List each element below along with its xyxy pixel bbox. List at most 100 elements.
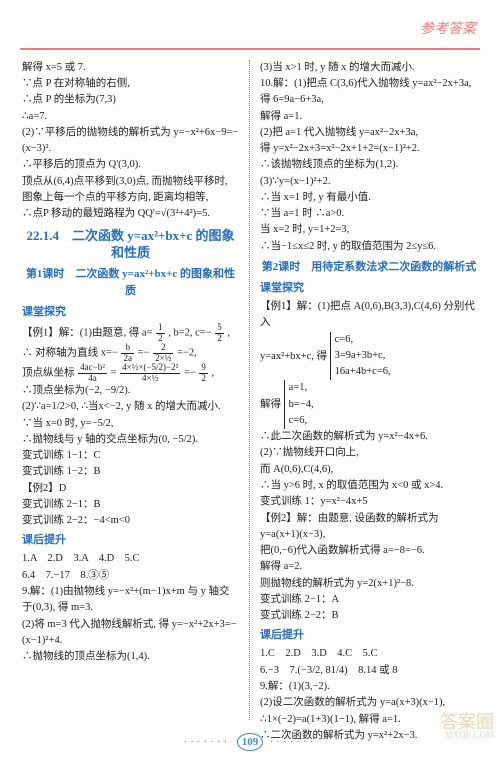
text: 1.C 2.D 3.D 4.C 5.C — [260, 646, 478, 662]
text: 变式训练 1−1：C — [22, 448, 239, 464]
text: (2)把 a=1 代入抛物线 y=ax²−2x+3a, — [260, 125, 478, 141]
denom: 4a — [78, 374, 107, 383]
text: 解得 a=1, b=−4, c=6, — [260, 380, 478, 429]
brace: c=6, 3=9a+3b+c, 16a+4b+c=6, — [330, 332, 391, 381]
text: 【例2】解：由题意, 设函数的解析式为 y=a(x+1)(x−3), — [260, 511, 478, 544]
page: 参考答案 解得 x=5 或 7. ∵点 P 在对称轴的右侧, ∴点 P 的坐标为… — [0, 0, 500, 758]
text: 【例2】D — [22, 481, 239, 497]
text: ∵点 P 在对称轴的右侧, — [22, 76, 239, 92]
denom: 4×½ — [120, 374, 180, 383]
text: 【例1】解：(1)由题意, 得 a= — [22, 328, 152, 339]
text: 变式训练 2−1：B — [22, 497, 239, 513]
text: ∴当−1≤x≤2 时, y 的取值范围为 2≤y≤6. — [260, 239, 478, 255]
text: =−2, — [177, 348, 197, 359]
text: 变式训练 1：y=x²−4x+5 — [260, 494, 478, 510]
page-number: 109 — [0, 733, 500, 752]
text: ∴抛物线与 y 轴的交点坐标为(0, −5/2). — [22, 432, 239, 448]
subsection-title: 第1课时 二次函数 y=ax²+bx+c 的图象和性质 — [22, 266, 239, 300]
text: (2)将 m=3 代入抛物线解析式, 得 y=−x²+2x+3=−(x−1)²+… — [22, 617, 239, 650]
text: 解得 a=2. — [260, 559, 478, 575]
fraction: 92 — [199, 363, 208, 383]
denom: 2 — [199, 374, 208, 383]
fraction: b2a — [121, 343, 134, 363]
text: 得 6=9a−6+3a, — [260, 92, 478, 108]
text: 解得 — [260, 399, 281, 410]
text: 则抛物线的解析式为 y=2(x+1)²−8. — [260, 576, 478, 592]
text: 16a+4b+c=6, — [335, 364, 391, 380]
right-column: (3)当 x>1 时, y 随 x 的增大而减小. 10.解：(1)把点 C(3… — [250, 60, 480, 720]
fraction: 22×½ — [153, 343, 173, 363]
section-label: 课后提升 — [260, 627, 478, 644]
text: = — [111, 367, 117, 378]
text: (2)∵平移后的抛物线的解析式为 y=−x²+6x−9=−(x−3)². — [22, 125, 239, 158]
text: b=−4, — [289, 397, 314, 413]
left-column: 解得 x=5 或 7. ∵点 P 在对称轴的右侧, ∴点 P 的坐标为(7,3)… — [20, 60, 250, 720]
text: 变式训练 2−2：−4<m<0 — [22, 513, 239, 529]
watermark-text: 答案圈 — [440, 713, 494, 731]
text: 【例1】解：(1)把点 A(0,6),B(3,3),C(4,6) 分别代入 — [260, 299, 478, 332]
text: 6.4 7.−17 8.③⑤ — [22, 568, 239, 584]
text: ∵当 a=1 时 ∴a>0. — [260, 206, 478, 222]
watermark: 答案圈 MXQE.COM — [440, 713, 494, 740]
text: ∴此二次函数的解析式为 y=x²−4x+6. — [260, 429, 478, 445]
text: 当 x=2 时, y=1+2=3, — [260, 222, 478, 238]
section-label: 课堂探究 — [22, 304, 239, 321]
text: =− — [138, 348, 150, 359]
text: =− — [184, 367, 196, 378]
text: 得 y=x²−2x+3=x²−2x+1+2=(x−1)²+2. — [260, 141, 478, 157]
text: 变式训练 2−2：B — [260, 608, 478, 624]
text: 3=9a+3b+c, — [335, 348, 391, 364]
section-title: 22.1.4 二次函数 y=ax²+bx+c 的图象和性质 — [22, 228, 239, 262]
text: , — [212, 367, 215, 378]
text: 9.解：(1)由抛物线 y=−x²+(m−1)x+m 与 y 轴交于(0,3),… — [22, 584, 239, 617]
text: ∴该抛物线顶点的坐标为(1,2). — [260, 157, 478, 173]
text: ∴a=7. — [22, 109, 239, 125]
numer: 4ac−b² — [78, 363, 107, 373]
text: ∴ 对称轴为直线 x=− b2a =− 22×½ =−2, — [22, 343, 239, 363]
text: 顶点纵坐标 — [22, 367, 75, 378]
page-number-value: 109 — [237, 733, 263, 751]
text: 解得 a=1. — [260, 109, 478, 125]
text: 1.A 2.D 3.A 4.D 5.C — [22, 551, 239, 567]
text: 【例1】解：(1)由题意, 得 a= 12 , b=2, c=− 52 , — [22, 323, 239, 343]
text: ∴ 对称轴为直线 x=− — [22, 348, 118, 359]
section-label: 课后提升 — [22, 532, 239, 549]
text: 变式训练 1−2：B — [22, 464, 239, 480]
text: 变式训练 2−1：A — [260, 592, 478, 608]
text: y=ax²+bx+c, 得 c=6, 3=9a+3b+c, 16a+4b+c=6… — [260, 332, 478, 381]
text: , — [227, 328, 230, 339]
header-title: 参考答案 — [420, 18, 480, 42]
text: ∴当 y>6 时, x 的取值范围为 x<0 或 x>4. — [260, 478, 478, 494]
numer: 4×½×(−5/2)−2² — [120, 363, 180, 373]
text: , b=2, c=− — [168, 328, 211, 339]
text: 顶点纵坐标 4ac−b²4a = 4×½×(−5/2)−2²4×½ =− 92 … — [22, 363, 239, 383]
text: (2)设二次函数的解析式为 y=a(x+3)(x−1), — [260, 695, 478, 711]
text: y=ax²+bx+c, 得 — [260, 350, 327, 361]
text: 6.−3 7.(−3/2, 81/4) 8.14 或 8 — [260, 663, 478, 679]
numer: 9 — [199, 363, 208, 373]
text: 而 A(0,6),C(4,6), — [260, 462, 478, 478]
text: ∴点P 移动的最短路程为 QQ'=√(3²+4²)=5. — [22, 206, 239, 222]
text: 把(0,−6)代入函数解析式得 a=−8=−6. — [260, 543, 478, 559]
text: 解得 x=5 或 7. — [22, 60, 239, 76]
section-label: 课堂探究 — [260, 280, 478, 297]
fraction: 52 — [215, 323, 224, 343]
header: 参考答案 — [20, 18, 480, 42]
text: a=1, — [289, 380, 314, 396]
text: ∴顶点坐标为(−2, −9/2). — [22, 383, 239, 399]
text: ∴抛物线的顶点坐标为(1,4). — [22, 649, 239, 665]
text: c=6, — [335, 332, 391, 348]
text: c=6, — [289, 413, 314, 429]
text: ∴当 x=1 时, y 有最小值. — [260, 190, 478, 206]
denom: 2 — [215, 334, 224, 343]
header-rule — [20, 48, 480, 50]
text: 9.解：(1)(3,−2). — [260, 679, 478, 695]
text: ∴平移后的顶点为 Q'(3,0). — [22, 157, 239, 173]
columns: 解得 x=5 或 7. ∵点 P 在对称轴的右侧, ∴点 P 的坐标为(7,3)… — [20, 60, 480, 720]
text: (2)∵a=1/2>0, ∴当x<−2, y 随 x 的增大而减小. — [22, 399, 239, 415]
text: ∴点 P 的坐标为(7,3) — [22, 92, 239, 108]
text: (2)∵抛物线开口向上, — [260, 445, 478, 461]
fraction: 4ac−b²4a — [78, 363, 107, 383]
subsection-title: 第2课时 用待定系数法求二次函数的解析式 — [260, 259, 478, 276]
fraction: 4×½×(−5/2)−2²4×½ — [120, 363, 180, 383]
